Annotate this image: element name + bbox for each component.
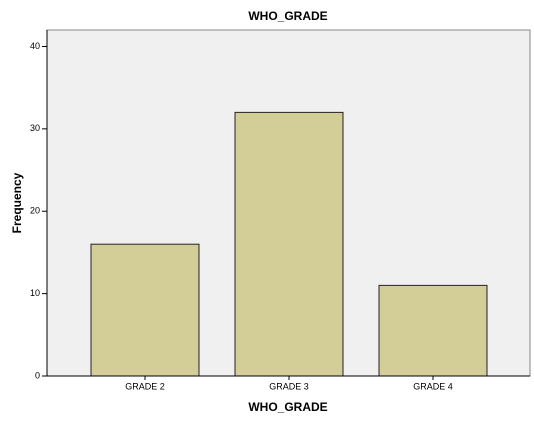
x-tick-label: GRADE 4 xyxy=(413,381,453,391)
x-tick-label: GRADE 2 xyxy=(125,381,165,391)
chart-title: WHO_GRADE xyxy=(248,9,327,23)
y-tick-label: 20 xyxy=(30,206,40,216)
y-axis-label: Frequency xyxy=(10,172,24,233)
bar xyxy=(90,243,200,377)
y-tick-label: 10 xyxy=(30,288,40,298)
y-tick-label: 0 xyxy=(35,370,40,380)
x-axis-label: WHO_GRADE xyxy=(248,400,327,414)
x-tick-label: GRADE 3 xyxy=(269,381,309,391)
y-tick-label: 30 xyxy=(30,123,40,133)
y-tick-label: 40 xyxy=(30,41,40,51)
bar xyxy=(378,284,488,377)
bar xyxy=(234,111,344,377)
